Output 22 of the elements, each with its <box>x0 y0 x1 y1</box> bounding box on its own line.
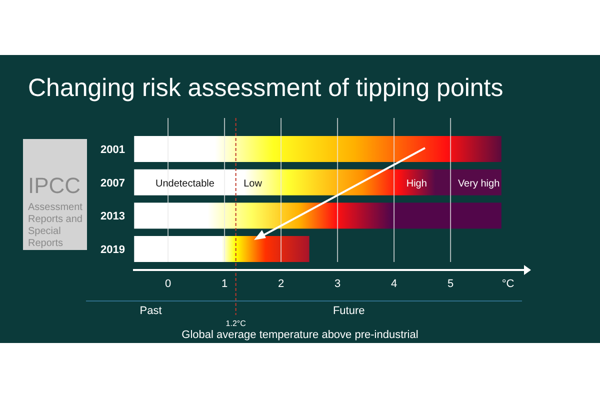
x-axis-title: Global average temperature above pre-industrial <box>182 329 418 341</box>
annotation: Very high <box>458 178 500 190</box>
text: IPCC <box>28 173 81 198</box>
x-tick-label: 3 <box>334 278 341 290</box>
x-tick-label: 0 <box>164 278 172 290</box>
y-tick-label: 2013 <box>100 210 125 223</box>
annotation: Low <box>244 178 263 190</box>
x-tick-label: 2 <box>278 278 284 290</box>
text: Past <box>140 305 162 317</box>
text: Assessment Reports and Special Reports <box>28 202 83 249</box>
y-tick-label: 2019 <box>100 244 125 256</box>
x-tick-label: 4 <box>390 278 398 290</box>
chart-title: Changing risk assessment of tipping points <box>28 74 504 102</box>
y-tick-label: 2001 <box>100 144 125 156</box>
annotation: Undetectable <box>156 178 215 190</box>
x-tick-label: 5 <box>447 278 454 290</box>
x-tick-label: 1 <box>221 278 228 290</box>
ref-line-label: 1.2°C <box>226 319 246 328</box>
annotation: High <box>406 178 427 190</box>
y-tick-label: 2007 <box>100 177 125 190</box>
text: °C <box>502 278 514 290</box>
text: Future <box>332 305 365 317</box>
